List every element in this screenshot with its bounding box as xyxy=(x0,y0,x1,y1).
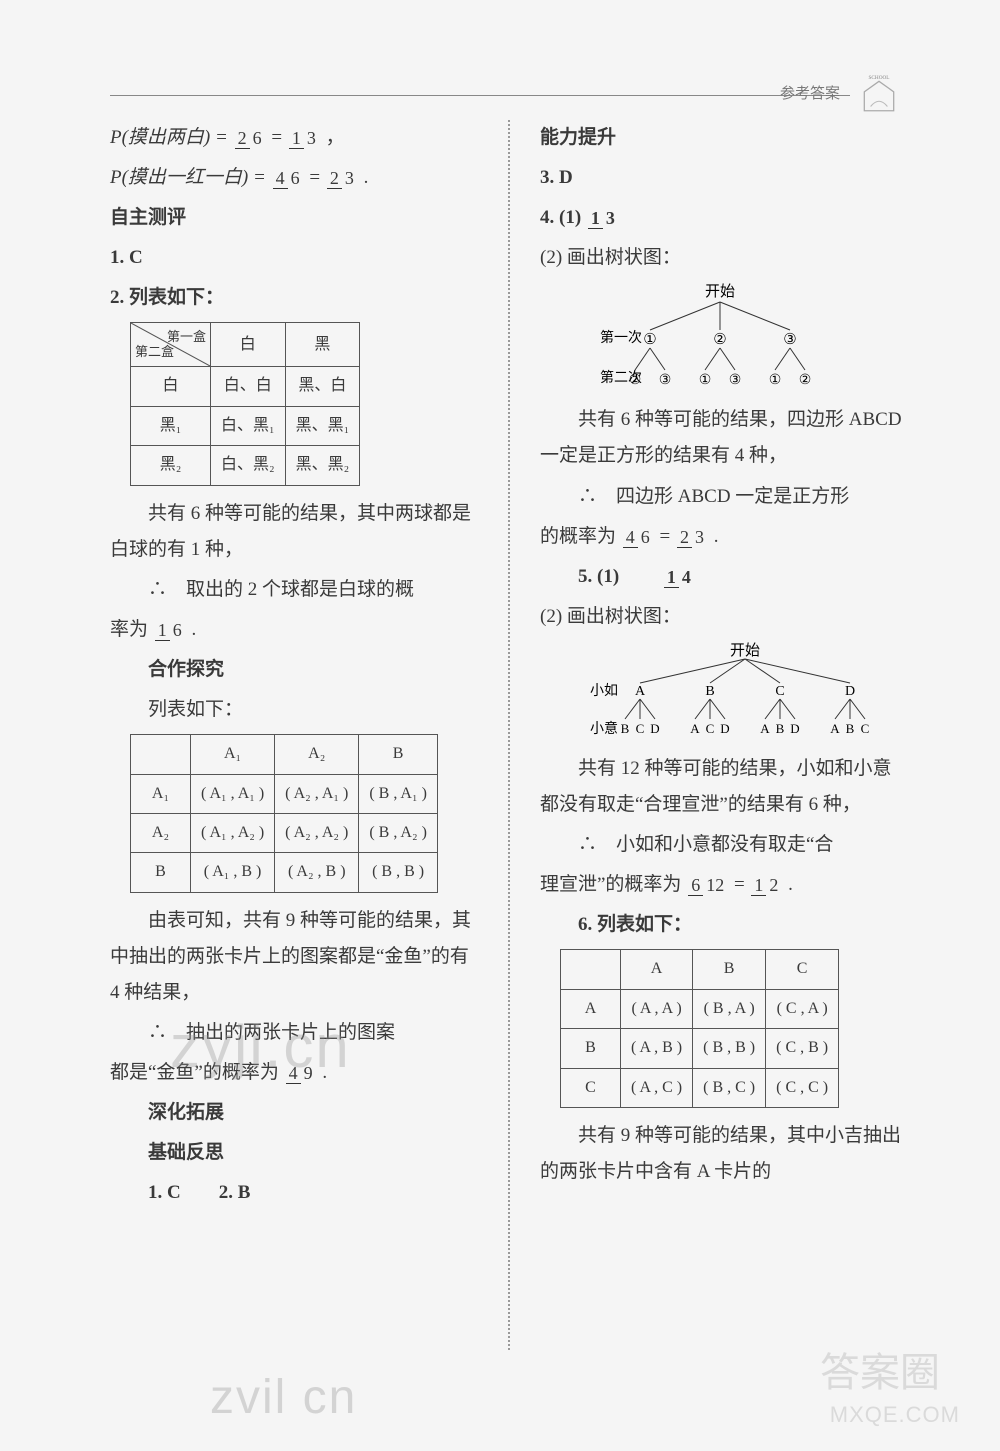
table-2: A₁A₂B A₁( A₁ , A₁ )( A₂ , A₁ )( B , A₁ )… xyxy=(130,734,438,893)
body-text: 理宣泄”的概率为 612 = 12 . xyxy=(540,867,910,903)
body-text: 的概率为 46 = 23 . xyxy=(540,519,910,555)
section-heading: 基础反思 xyxy=(110,1135,478,1171)
body-text: ∴ 四边形 ABCD 一定是正方形 xyxy=(540,479,910,515)
svg-text:①: ① xyxy=(643,332,656,348)
answer-item: 1. C 2. B xyxy=(110,1175,478,1211)
svg-text:②: ② xyxy=(713,332,726,348)
svg-text:SCHOOL: SCHOOL xyxy=(868,75,889,81)
svg-text:①: ① xyxy=(769,373,782,388)
tree-diagram-1: 开始 第一次 ① ② ③ 第二次 ② ③ ① ③ ① ② xyxy=(570,282,910,392)
svg-text:第一次: 第一次 xyxy=(600,329,642,346)
body-text: 共有 12 种等可能的结果，小如和小意都没有取走“合理宣泄”的结果有 6 种， xyxy=(540,751,910,823)
watermark: MXQE.COM xyxy=(830,1394,960,1436)
body-text: ∴ 小如和小意都没有取走“合 xyxy=(540,827,910,863)
svg-text:开始: 开始 xyxy=(705,283,735,300)
header-label: 参考答案 xyxy=(780,80,840,109)
watermark: zvil cn xyxy=(210,1352,357,1443)
tree-diagram-2: 开始 小如 A B C D 小意 B C D xyxy=(570,641,910,741)
svg-text:C: C xyxy=(861,721,870,736)
svg-text:①: ① xyxy=(699,373,712,388)
svg-text:小如: 小如 xyxy=(590,683,618,699)
table-3: ABC A( A , A )( B , A )( C , A ) B( A , … xyxy=(560,949,839,1108)
body-text: 都是“金鱼”的概率为 49 . xyxy=(110,1055,478,1091)
body-text: 由表可知，共有 9 种等可能的结果，其中抽出的两张卡片上的图案都是“金鱼”的有 … xyxy=(110,903,478,1011)
body-text: 共有 6 种等可能的结果，其中两球都是白球的有 1 种， xyxy=(110,496,478,568)
svg-text:②: ② xyxy=(629,373,642,388)
answer-item: 4. (1) 13 xyxy=(540,200,910,236)
answer-item: 2. 列表如下： xyxy=(110,280,478,316)
section-heading: 自主测评 xyxy=(110,200,478,236)
svg-text:A: A xyxy=(635,684,646,699)
svg-text:③: ③ xyxy=(729,373,742,388)
svg-text:②: ② xyxy=(799,373,812,388)
body-text: 率为 16 . xyxy=(110,612,478,648)
body-text: (2) 画出树状图： xyxy=(540,599,910,635)
svg-text:小意: 小意 xyxy=(590,720,618,737)
svg-text:B: B xyxy=(705,684,714,699)
body-text: ∴ 取出的 2 个球都是白球的概 xyxy=(110,572,478,608)
section-heading: 合作探究 xyxy=(110,652,478,688)
body-text: 共有 9 种等可能的结果，其中小吉抽出的两张卡片中含有 A 卡片的 xyxy=(540,1118,910,1190)
header-rule xyxy=(110,95,850,96)
svg-text:开始: 开始 xyxy=(730,642,760,659)
table-1: 第一盒 第二盒 白 黑 白白、白黑、白 黑₁白、黑₁黑、黑₁ 黑₂白、黑₂黑、黑… xyxy=(130,322,360,485)
svg-text:A: A xyxy=(690,721,700,736)
svg-text:A: A xyxy=(830,721,840,736)
diagonal-header: 第一盒 第二盒 xyxy=(131,323,211,367)
section-heading: 能力提升 xyxy=(540,120,910,156)
body-text: 共有 6 种等可能的结果，四边形 ABCD 一定是正方形的结果有 4 种， xyxy=(540,402,910,474)
svg-text:B: B xyxy=(846,721,855,736)
answer-item: 3. D xyxy=(540,160,910,196)
right-column: 能力提升 3. D 4. (1) 13 (2) 画出树状图： 开始 第一次 ① … xyxy=(540,120,910,1350)
svg-text:③: ③ xyxy=(659,373,672,388)
two-column-layout: P(摸出两白) = 26 = 13 ， P(摸出一红一白) = 46 = 23 … xyxy=(110,120,910,1350)
svg-text:C: C xyxy=(636,721,645,736)
prob-eq-2: P(摸出一红一白) = 46 = 23 . xyxy=(110,160,478,196)
svg-text:C: C xyxy=(706,721,715,736)
body-text: ∴ 抽出的两张卡片上的图案 xyxy=(110,1015,478,1051)
section-heading: 深化拓展 xyxy=(110,1095,478,1131)
svg-text:D: D xyxy=(790,721,799,736)
school-badge-icon: SCHOOL xyxy=(858,75,900,117)
svg-text:D: D xyxy=(845,684,855,699)
svg-text:③: ③ xyxy=(783,332,796,348)
answer-item: 1. C xyxy=(110,240,478,276)
body-text: 列表如下： xyxy=(110,692,478,728)
svg-text:C: C xyxy=(775,684,784,699)
svg-text:B: B xyxy=(776,721,785,736)
svg-text:B: B xyxy=(621,721,630,736)
left-column: P(摸出两白) = 26 = 13 ， P(摸出一红一白) = 46 = 23 … xyxy=(110,120,478,1350)
answer-item: 6. 列表如下： xyxy=(540,907,910,943)
prob-eq-1: P(摸出两白) = 26 = 13 ， xyxy=(110,120,478,156)
body-text: (2) 画出树状图： xyxy=(540,240,910,276)
answer-item: 5. (1) 14 xyxy=(540,559,910,595)
svg-text:A: A xyxy=(760,721,770,736)
svg-text:D: D xyxy=(720,721,729,736)
column-divider xyxy=(508,120,510,1350)
svg-text:D: D xyxy=(650,721,659,736)
